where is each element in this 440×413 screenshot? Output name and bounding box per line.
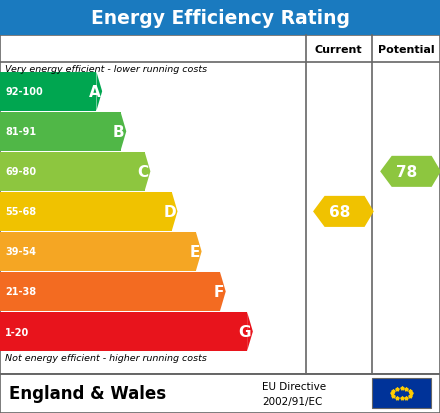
Polygon shape <box>121 113 126 151</box>
Bar <box>0 152 145 191</box>
Text: D: D <box>163 204 176 219</box>
Bar <box>0 36 440 374</box>
Polygon shape <box>313 197 374 227</box>
Text: Energy Efficiency Rating: Energy Efficiency Rating <box>91 9 349 28</box>
Polygon shape <box>380 157 440 188</box>
Bar <box>0 273 220 311</box>
Bar <box>372 378 431 408</box>
Text: Current: Current <box>315 45 363 55</box>
Polygon shape <box>172 192 177 231</box>
Bar <box>0 113 121 151</box>
Text: EU Directive: EU Directive <box>262 381 326 391</box>
Polygon shape <box>145 152 150 191</box>
Text: F: F <box>213 284 224 299</box>
Text: G: G <box>238 324 251 339</box>
Polygon shape <box>196 233 202 271</box>
Polygon shape <box>247 312 253 351</box>
Text: 92-100: 92-100 <box>5 87 43 97</box>
Text: 81-91: 81-91 <box>5 127 37 137</box>
Polygon shape <box>96 73 102 112</box>
Polygon shape <box>220 273 226 311</box>
Bar <box>0 233 196 271</box>
Bar <box>0 192 172 231</box>
Bar <box>0 0 440 36</box>
Text: 69-80: 69-80 <box>5 167 37 177</box>
Text: 2002/91/EC: 2002/91/EC <box>262 396 322 406</box>
Text: Not energy efficient - higher running costs: Not energy efficient - higher running co… <box>5 353 207 362</box>
Text: England & Wales: England & Wales <box>9 385 166 402</box>
Text: B: B <box>113 124 125 140</box>
Text: 21-38: 21-38 <box>5 287 37 297</box>
Text: Very energy efficient - lower running costs: Very energy efficient - lower running co… <box>5 65 207 74</box>
Text: 78: 78 <box>396 164 418 179</box>
Text: A: A <box>88 85 100 100</box>
Text: Potential: Potential <box>378 45 434 55</box>
Text: 55-68: 55-68 <box>5 207 37 217</box>
Text: 39-54: 39-54 <box>5 247 36 257</box>
Bar <box>0 374 440 413</box>
Text: C: C <box>138 164 149 179</box>
Bar <box>0 73 96 112</box>
Text: 68: 68 <box>329 204 351 219</box>
Text: E: E <box>190 244 200 259</box>
Text: 1-20: 1-20 <box>5 327 29 337</box>
Bar <box>0 312 247 351</box>
